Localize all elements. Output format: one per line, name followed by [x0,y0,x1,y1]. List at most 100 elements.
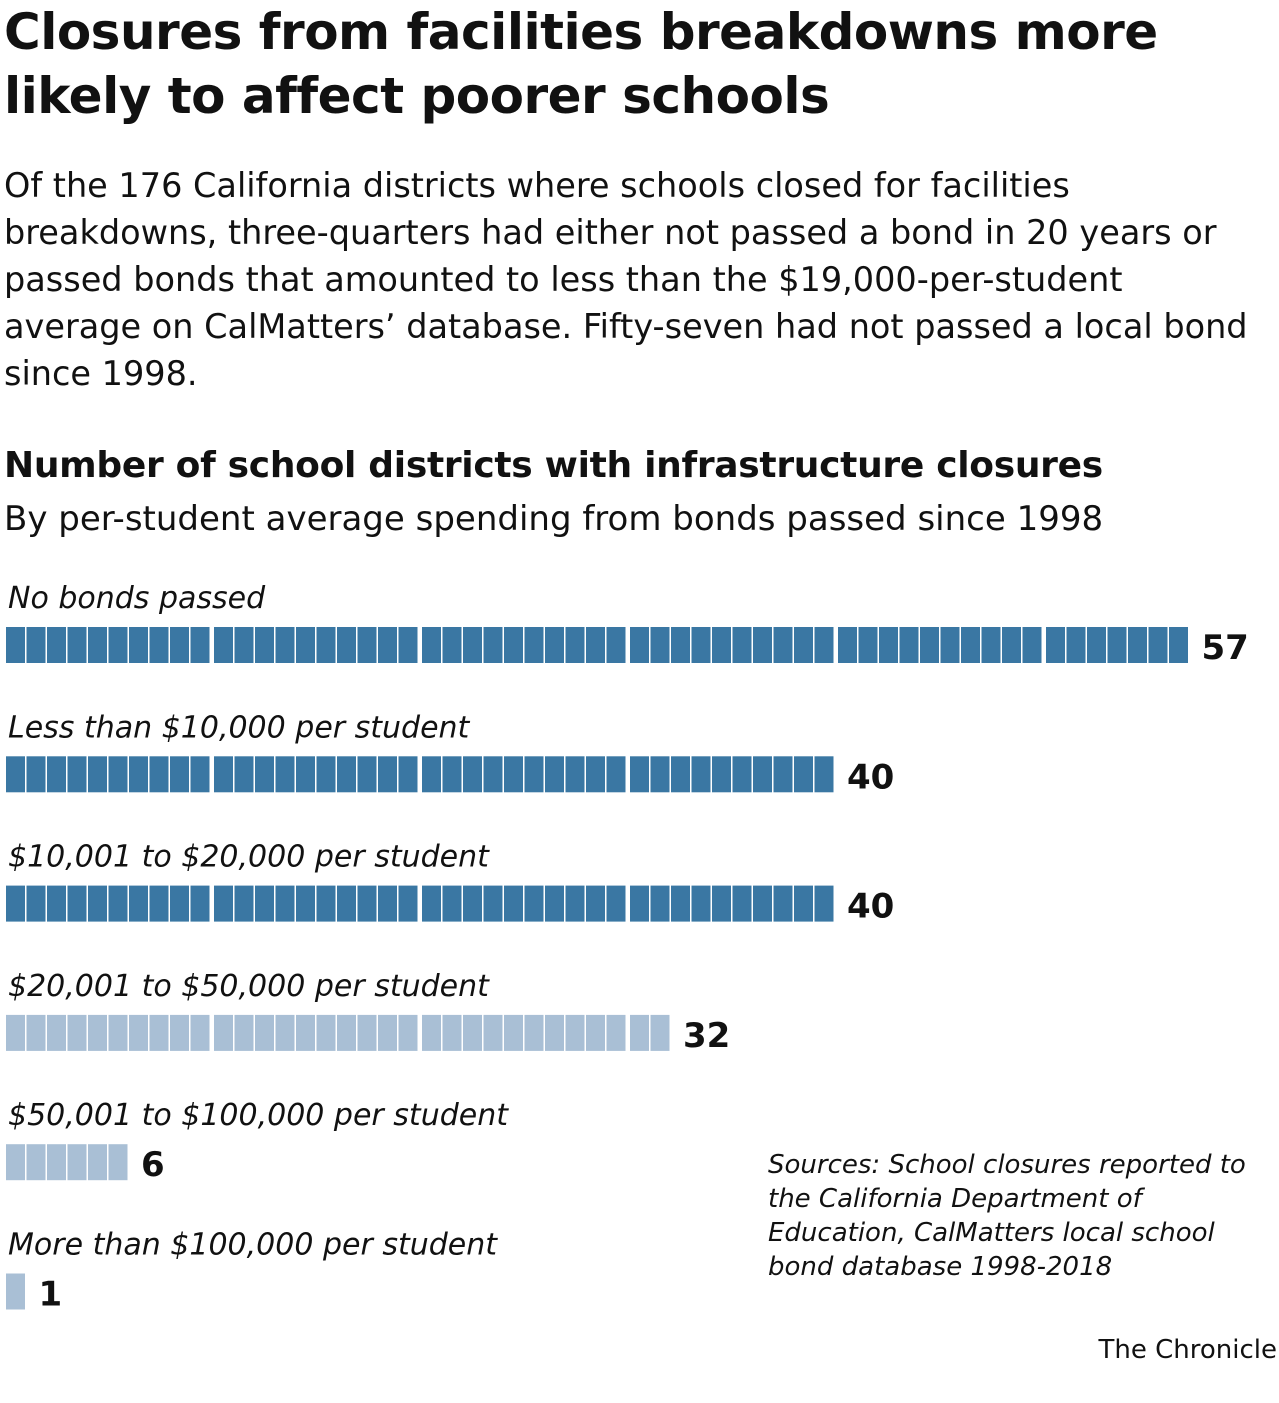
bar-segment [606,1014,626,1051]
bar-segment [650,885,670,922]
bar-segment [753,885,772,922]
bar-segment [1002,627,1021,663]
value-label: 40 [847,757,894,797]
bar-segment [26,1014,46,1051]
bar-segment [170,885,189,922]
bar-segment [524,1014,544,1051]
bar-segment [545,756,564,793]
bar-segment [1087,627,1106,663]
value-label: 32 [683,1016,730,1056]
bar-segment [1169,627,1188,663]
bar-segment [6,1144,25,1181]
bar-segment [88,885,107,922]
bar-segment [794,756,813,793]
bar-segment [357,756,377,793]
bar-segment [47,627,66,663]
bar-segment [357,885,377,922]
dek-paragraph: Of the 176 California districts where sc… [4,166,1248,393]
bar-segment [483,1014,503,1051]
category-label: No bonds passed [8,581,266,616]
bar-segment [1046,627,1065,663]
bar-segment [357,1014,377,1051]
bar-segment [422,1014,441,1051]
bar-segment [275,1014,295,1051]
bar-segment [794,885,813,922]
bar-segment [108,627,128,663]
bar-segment [234,1014,254,1051]
chart-title: Number of school districts with infrastr… [4,445,1103,486]
bar-segment [378,885,397,922]
bar-segment [190,627,210,663]
bar-segment [442,885,462,922]
bar-segment [255,756,274,793]
bar-segment [565,1014,585,1051]
bar-segment [337,885,356,922]
bar-segment [26,885,46,922]
bar-segment [296,1014,315,1051]
bar-segment [899,627,919,663]
bar-segment [67,1014,87,1051]
bar-segment [712,756,731,793]
bar-segment [47,1014,66,1051]
bar-segment [545,885,564,922]
category-label: $50,001 to $100,000 per student [8,1098,509,1133]
bar-segment [753,627,772,663]
credit-line: The Chronicle [1098,1335,1278,1365]
bar-segment [442,1014,462,1051]
bar-segment [773,627,793,663]
bar-segment [149,756,169,793]
bar-segment [773,885,793,922]
bar-segment [149,885,169,922]
bar-segment [463,885,482,922]
bar-segment [630,756,649,793]
bar-segment [275,627,295,663]
bar-segment [545,627,564,663]
bar-segment [524,756,544,793]
bar-segment [108,885,128,922]
bar-segment [234,627,254,663]
bar-segment [524,627,544,663]
bar-segment [6,756,25,793]
category-label: $20,001 to $50,000 per student [8,969,490,1004]
value-label: 40 [847,887,894,927]
bar-segment [545,1014,564,1051]
bar-segment [442,627,462,663]
bar-segment [67,627,87,663]
bar-segment [422,756,441,793]
bar-segment [316,627,336,663]
headline: Closures from facilities breakdowns more… [4,3,1158,125]
bar-segment [814,627,834,663]
bar-segment [586,627,605,663]
bar-segment [357,627,377,663]
bar-segment [463,627,482,663]
bar-segment [606,627,626,663]
bar-segment [316,1014,336,1051]
bar-segment [190,1014,210,1051]
bar-segment [67,756,87,793]
bar-segment [6,1014,25,1051]
bar-segment [691,756,711,793]
bar-segment [753,756,772,793]
bar-segment [108,1144,128,1181]
bar-segment [586,756,605,793]
bar-segment [504,885,523,922]
bar-segment [47,885,66,922]
bar-segment [255,1014,274,1051]
bar-segment [6,885,25,922]
bar-segment [149,627,169,663]
bar-segment [234,756,254,793]
bar-segment [606,885,626,922]
bar-segment [129,885,148,922]
bar-segment [483,756,503,793]
bar-segment [67,1144,87,1181]
bar-segment [129,756,148,793]
bar-segment [940,627,960,663]
bar-segment [26,627,46,663]
bar-segment [316,756,336,793]
bar-segment [606,756,626,793]
bar-segment [671,627,690,663]
bar-segment [378,627,397,663]
bar-segment [504,1014,523,1051]
bar-segment [524,885,544,922]
bar-segment [255,627,274,663]
